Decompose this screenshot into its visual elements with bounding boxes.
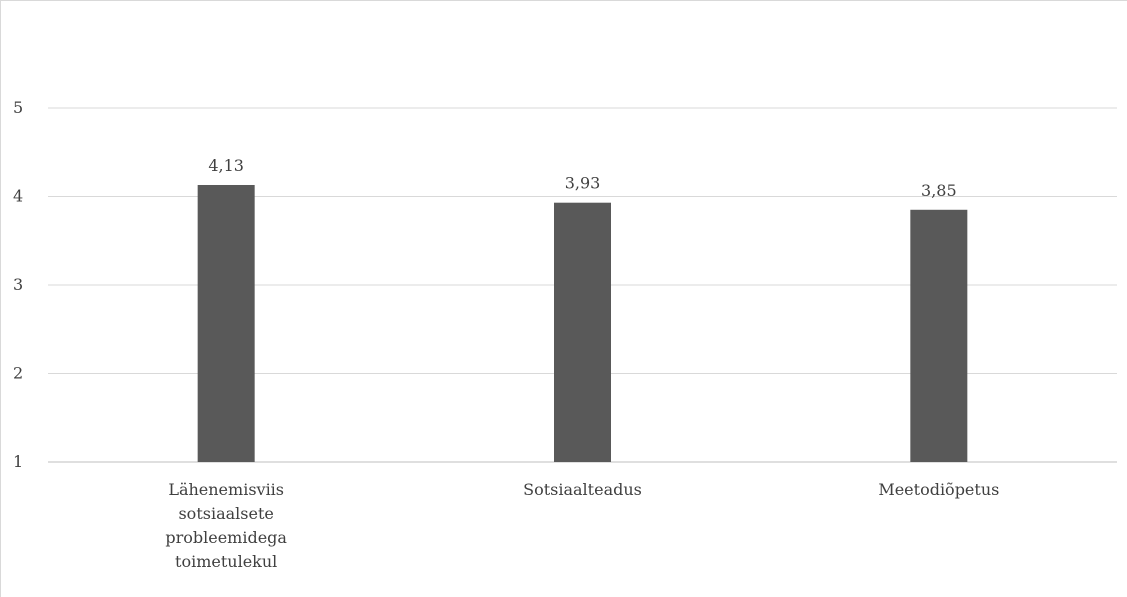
bar [554,202,611,462]
y-tick-label: 5 [13,98,23,117]
y-tick-label: 2 [13,364,23,383]
bar [197,184,255,462]
bar-value-label: 3,85 [921,181,957,200]
y-tick-label: 1 [13,452,23,471]
y-tick-label: 4 [13,187,23,206]
category-labels: Lähenemisviis sotsiaalsete probleemidega to… [165,480,999,571]
y-tick-label: 3 [13,275,23,294]
category-label: Meetodiõpetus [878,480,999,499]
y-axis-tick-labels: 1 2 3 4 5 [13,98,23,471]
category-label: Lähenemisviis sotsiaalsete probleemidega to… [165,480,287,571]
value-labels: 4,13 3,93 3,85 [208,156,956,200]
bar-value-label: 4,13 [208,156,244,175]
category-label: Sotsiaalteadus [523,480,642,499]
bar-value-label: 3,93 [565,174,601,193]
bars [197,184,968,462]
bar [910,209,968,462]
